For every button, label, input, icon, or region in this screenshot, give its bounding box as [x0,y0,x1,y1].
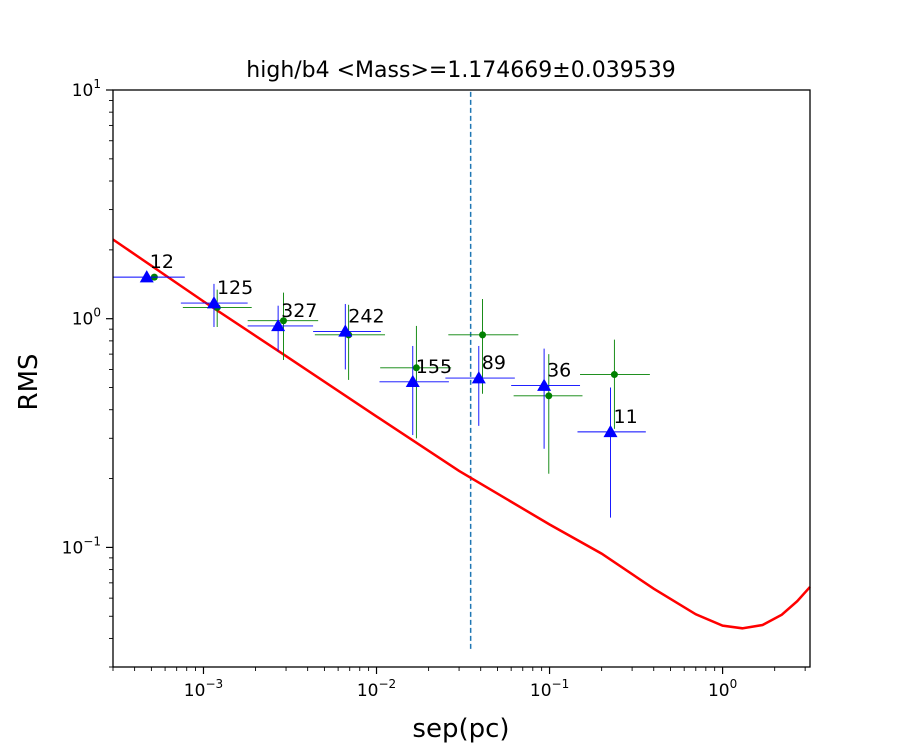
triangle-marker-2 [271,318,286,332]
triangle-marker-3 [338,324,353,337]
fit-curve [112,238,811,630]
x-tick-label: 10−1 [530,677,569,701]
triangle-marker-1 [206,296,221,309]
x-tick-label: 10−3 [184,677,223,701]
point-count-label: 89 [482,352,506,374]
triangle-marker-6 [537,378,552,391]
point-count-label: 36 [547,360,571,382]
point-count-label: 11 [613,406,637,428]
axis-ticks: 10−3 10−2 10−1 100 10−1 100 101 [62,77,806,701]
point-count-label: 125 [217,277,253,299]
y-tick-label: 10−1 [62,534,101,558]
triangle-marker-5 [471,371,486,384]
triangle-marker-4 [405,374,420,388]
x-tick-label: 100 [708,677,737,701]
y-axis-label: RMS [14,353,44,410]
triangle-marker-0 [139,270,154,283]
point-count-label: 242 [348,305,384,327]
plot-area: 12 125 327 242 155 89 36 11 [112,90,811,649]
circle-marker-6 [545,392,553,400]
chart-title: high/b4 <Mass>=1.174669±0.039539 [246,58,675,83]
plot-frame [112,89,811,668]
point-count-label: 12 [150,251,174,273]
x-tick-label: 10−2 [357,677,396,701]
x-axis-label: sep(pc) [412,714,509,744]
triangle-marker-7 [603,424,618,438]
y-tick-label: 100 [72,306,101,330]
circle-marker-7 [610,371,618,379]
circle-marker-4 [412,364,420,372]
point-count-label: 155 [416,356,452,378]
circle-marker-5 [479,331,487,339]
circle-marker-2 [279,317,287,325]
y-tick-label: 101 [72,77,101,101]
point-count-label: 327 [281,300,317,322]
